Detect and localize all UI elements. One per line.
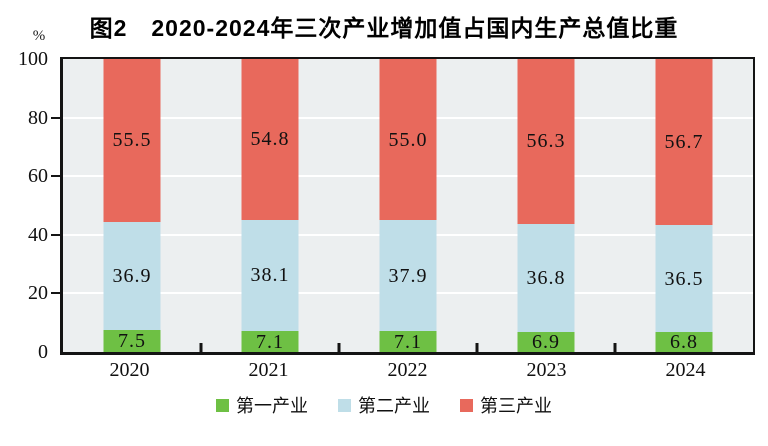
y-axis-tickmark [51, 233, 60, 236]
bar-value-label: 36.5 [664, 267, 704, 290]
y-axis-tickmark [51, 175, 60, 178]
bar-value-label: 55.0 [388, 128, 428, 151]
chart-title: 图2 2020-2024年三次产业增加值占国内生产总值比重 [89, 15, 679, 41]
legend-swatch [338, 398, 351, 412]
bars-container: 7.5 36.9 55.5 7.1 38.1 54.8 7.1 37.9 55.0 6.9 36.8… [63, 59, 753, 352]
bar-segment: 6.8 [655, 331, 713, 354]
bar-segment: 7.1 [241, 330, 299, 353]
x-axis-label: 2022 [387, 359, 428, 381]
y-axis-label: 40 [28, 223, 48, 246]
bar-cell-2021: 7.1 38.1 54.8 [201, 59, 339, 352]
y-axis-label: 20 [28, 282, 48, 305]
bar-2020: 7.5 36.9 55.5 [103, 59, 161, 353]
x-boundary-tick [613, 343, 617, 352]
bar-value-label: 7.1 [394, 330, 422, 353]
x-boundary-tick [199, 343, 203, 352]
bar-value-label: 56.7 [664, 131, 704, 154]
bar-value-label: 7.1 [256, 330, 284, 353]
x-axis-ticks [63, 59, 753, 352]
bar-cell-2022: 7.1 37.9 55.0 [339, 59, 477, 352]
legend: 第一产业 第二产业 第三产业 [0, 392, 768, 418]
bar-segment: 56.3 [517, 59, 575, 224]
legend-item: 第一产业 [216, 392, 308, 418]
bar-segment: 36.5 [655, 225, 713, 333]
bar-2022: 7.1 37.9 55.0 [379, 59, 437, 353]
x-axis-label: 2024 [665, 359, 706, 381]
x-axis-label: 2020 [109, 359, 150, 381]
y-axis-unit-label: % [32, 28, 46, 44]
legend-item: 第三产业 [460, 392, 552, 418]
y-axis-label: 0 [38, 341, 48, 363]
y-axis-label: 100 [18, 48, 48, 70]
bar-cell-2024: 6.8 36.5 56.7 [615, 59, 753, 352]
bar-segment: 56.7 [655, 59, 713, 226]
legend-label: 第三产业 [480, 396, 552, 416]
bar-value-label: 56.3 [526, 130, 566, 153]
bar-value-label: 37.9 [388, 264, 428, 287]
bar-segment: 7.1 [379, 330, 437, 353]
bar-2024: 6.8 36.5 56.7 [655, 59, 713, 354]
x-axis-label: 2021 [248, 359, 289, 381]
bar-segment: 7.5 [103, 330, 161, 353]
bar-cell-2023: 6.9 36.8 56.3 [477, 59, 615, 352]
legend-label: 第二产业 [358, 396, 430, 416]
bar-2021: 7.1 38.1 54.8 [241, 59, 299, 353]
bar-value-label: 36.9 [112, 264, 152, 287]
legend-label: 第一产业 [236, 396, 308, 416]
bar-value-label: 54.8 [250, 128, 290, 151]
x-axis-label: 2023 [526, 359, 567, 381]
bar-value-label: 55.5 [112, 129, 152, 152]
bar-value-label: 6.9 [532, 330, 560, 353]
bar-segment: 54.8 [241, 59, 299, 220]
bar-value-label: 7.5 [118, 330, 146, 353]
x-axis-labels: 2020 2021 2022 2023 2024 [60, 359, 755, 382]
x-boundary-tick [475, 343, 479, 352]
y-axis-label: 80 [28, 106, 48, 129]
bar-cell-2020: 7.5 36.9 55.5 [63, 59, 201, 352]
bar-value-label: 36.8 [526, 266, 566, 289]
legend-swatch [460, 398, 473, 412]
bar-segment: 36.9 [103, 221, 161, 331]
bar-segment: 55.0 [379, 59, 437, 221]
y-axis-tickmark [51, 116, 60, 119]
bar-segment: 55.5 [103, 59, 161, 222]
bar-segment: 38.1 [241, 219, 299, 332]
bar-segment: 36.8 [517, 223, 575, 332]
legend-item: 第二产业 [338, 392, 430, 418]
y-axis-tickmark [51, 292, 60, 295]
bar-value-label: 38.1 [250, 264, 290, 287]
bar-segment: 37.9 [379, 220, 437, 332]
plot-area: 7.5 36.9 55.5 7.1 38.1 54.8 7.1 37.9 55.0 6.9 36.8… [60, 57, 755, 355]
bar-value-label: 6.8 [670, 331, 698, 354]
y-axis-label: 60 [28, 165, 48, 188]
x-boundary-tick [337, 343, 341, 352]
bar-2023: 6.9 36.8 56.3 [517, 59, 575, 353]
legend-swatch [216, 398, 229, 412]
bar-segment: 6.9 [517, 330, 575, 353]
